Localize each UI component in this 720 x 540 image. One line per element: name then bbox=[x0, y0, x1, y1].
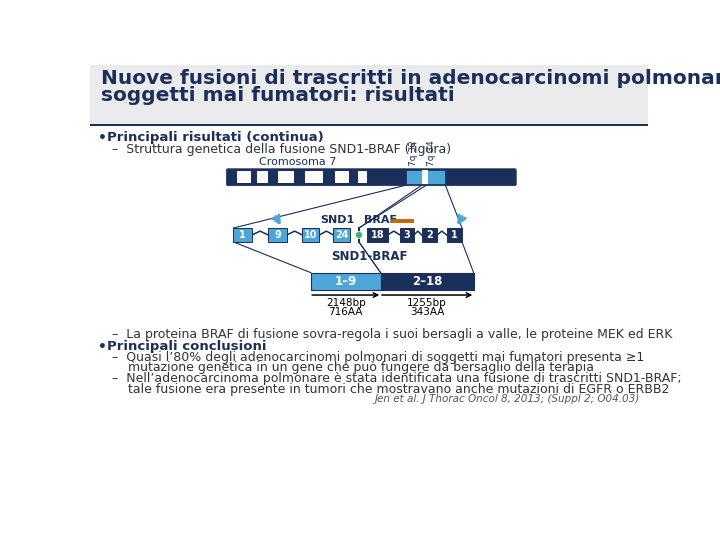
Text: Principali risultati (continua): Principali risultati (continua) bbox=[107, 131, 324, 144]
Text: Principali conclusioni: Principali conclusioni bbox=[107, 340, 266, 353]
Bar bbox=[305, 171, 323, 184]
FancyBboxPatch shape bbox=[233, 228, 252, 242]
Text: 343AA: 343AA bbox=[410, 307, 444, 316]
FancyBboxPatch shape bbox=[446, 228, 462, 242]
Text: 1: 1 bbox=[239, 230, 246, 240]
Text: mutazione genetica in un gene che può fungere da bersaglio della terapia: mutazione genetica in un gene che può fu… bbox=[112, 361, 594, 374]
Bar bbox=[358, 171, 367, 184]
Bar bbox=[279, 171, 294, 184]
Bar bbox=[381, 273, 474, 289]
Bar bbox=[90, 65, 648, 125]
Bar bbox=[311, 273, 381, 289]
Text: 24: 24 bbox=[335, 230, 348, 240]
Text: 2148bp: 2148bp bbox=[326, 298, 366, 308]
Text: Nuove fusioni di trascritti in adenocarcinomi polmonari di: Nuove fusioni di trascritti in adenocarc… bbox=[101, 69, 720, 87]
Bar bbox=[423, 170, 428, 184]
FancyBboxPatch shape bbox=[269, 228, 287, 242]
Text: soggetti mai fumatori: risultati: soggetti mai fumatori: risultati bbox=[101, 86, 454, 105]
Text: SND1: SND1 bbox=[320, 215, 354, 225]
Bar bbox=[90, 125, 648, 126]
FancyBboxPatch shape bbox=[422, 228, 437, 242]
Text: –  Struttura genetica della fusione SND1-BRAF (figura): – Struttura genetica della fusione SND1-… bbox=[112, 143, 451, 156]
Text: 7q 34: 7q 34 bbox=[426, 140, 436, 166]
Text: 18: 18 bbox=[371, 230, 384, 240]
Text: 9: 9 bbox=[274, 230, 281, 240]
FancyBboxPatch shape bbox=[400, 228, 414, 242]
FancyBboxPatch shape bbox=[367, 228, 387, 242]
Text: 1255bp: 1255bp bbox=[408, 298, 447, 308]
Text: –  Nell’adenocarcinoma polmonare è stata identificata una fusione di trascritti : – Nell’adenocarcinoma polmonare è stata … bbox=[112, 372, 681, 385]
Text: –  La proteina BRAF di fusione sovra-regola i suoi bersagli a valle, le proteine: – La proteina BRAF di fusione sovra-rego… bbox=[112, 328, 672, 341]
Text: •: • bbox=[98, 131, 107, 145]
Text: 7q 32: 7q 32 bbox=[410, 140, 418, 166]
Text: 3: 3 bbox=[404, 230, 410, 240]
Text: 10: 10 bbox=[304, 230, 318, 240]
Text: SND1-BRAF: SND1-BRAF bbox=[330, 249, 408, 262]
Circle shape bbox=[356, 232, 362, 239]
Bar bbox=[406, 170, 445, 184]
Text: tale fusione era presente in tumori che mostravano anche mutazioni di EGFR o ERB: tale fusione era presente in tumori che … bbox=[112, 383, 669, 396]
Text: BRAF: BRAF bbox=[364, 215, 397, 225]
FancyBboxPatch shape bbox=[333, 228, 351, 242]
Bar bbox=[258, 171, 269, 184]
Bar bbox=[238, 171, 251, 184]
Text: Jen et al. J Thorac Oncol 8, 2013; (Suppl 2; O04.03): Jen et al. J Thorac Oncol 8, 2013; (Supp… bbox=[375, 394, 640, 404]
Text: Cromosoma 7: Cromosoma 7 bbox=[259, 157, 336, 167]
FancyBboxPatch shape bbox=[226, 168, 516, 186]
Text: 2–18: 2–18 bbox=[412, 275, 442, 288]
Text: 1–9: 1–9 bbox=[335, 275, 357, 288]
Text: 2: 2 bbox=[426, 230, 433, 240]
Text: •: • bbox=[98, 340, 107, 354]
Text: 716AA: 716AA bbox=[328, 307, 363, 316]
FancyBboxPatch shape bbox=[302, 228, 320, 242]
Text: 1: 1 bbox=[451, 230, 458, 240]
Text: –  Quasi l’80% degli adenocarcinomi polmonari di soggetti mai fumatori presenta : – Quasi l’80% degli adenocarcinomi polmo… bbox=[112, 351, 644, 364]
Bar bbox=[335, 171, 349, 184]
